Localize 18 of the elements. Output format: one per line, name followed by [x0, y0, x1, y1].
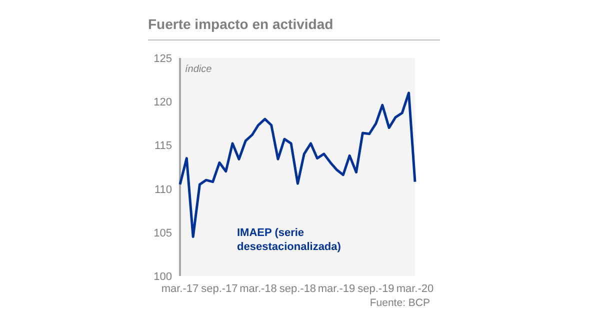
- line-series: [178, 92, 416, 238]
- source-note: Fuente: BCP: [370, 297, 430, 309]
- y-tick-label: 110: [154, 184, 172, 196]
- x-tick-label: sep.-19: [358, 283, 394, 295]
- chart-title: Fuerte impacto en actividad: [148, 16, 334, 32]
- y-axis-title: índice: [185, 64, 212, 75]
- x-tick-label: mar.-17: [161, 283, 199, 295]
- y-tick-label: 100: [154, 271, 172, 283]
- y-tick-label: 125: [154, 53, 172, 65]
- x-tick-label: mar.-19: [318, 283, 356, 295]
- x-tick-label: sep.-18: [279, 283, 316, 295]
- x-tick-label: mar.-18: [240, 283, 277, 295]
- y-tick-label: 105: [154, 227, 172, 240]
- text: IMAEP (serie desestacionalizada): [237, 227, 342, 253]
- x-tick-label: mar.-20: [396, 283, 434, 295]
- x-tick-label: sep.-17: [201, 283, 238, 295]
- y-tick-label: 115: [154, 140, 172, 152]
- y-tick-label: 120: [154, 96, 172, 109]
